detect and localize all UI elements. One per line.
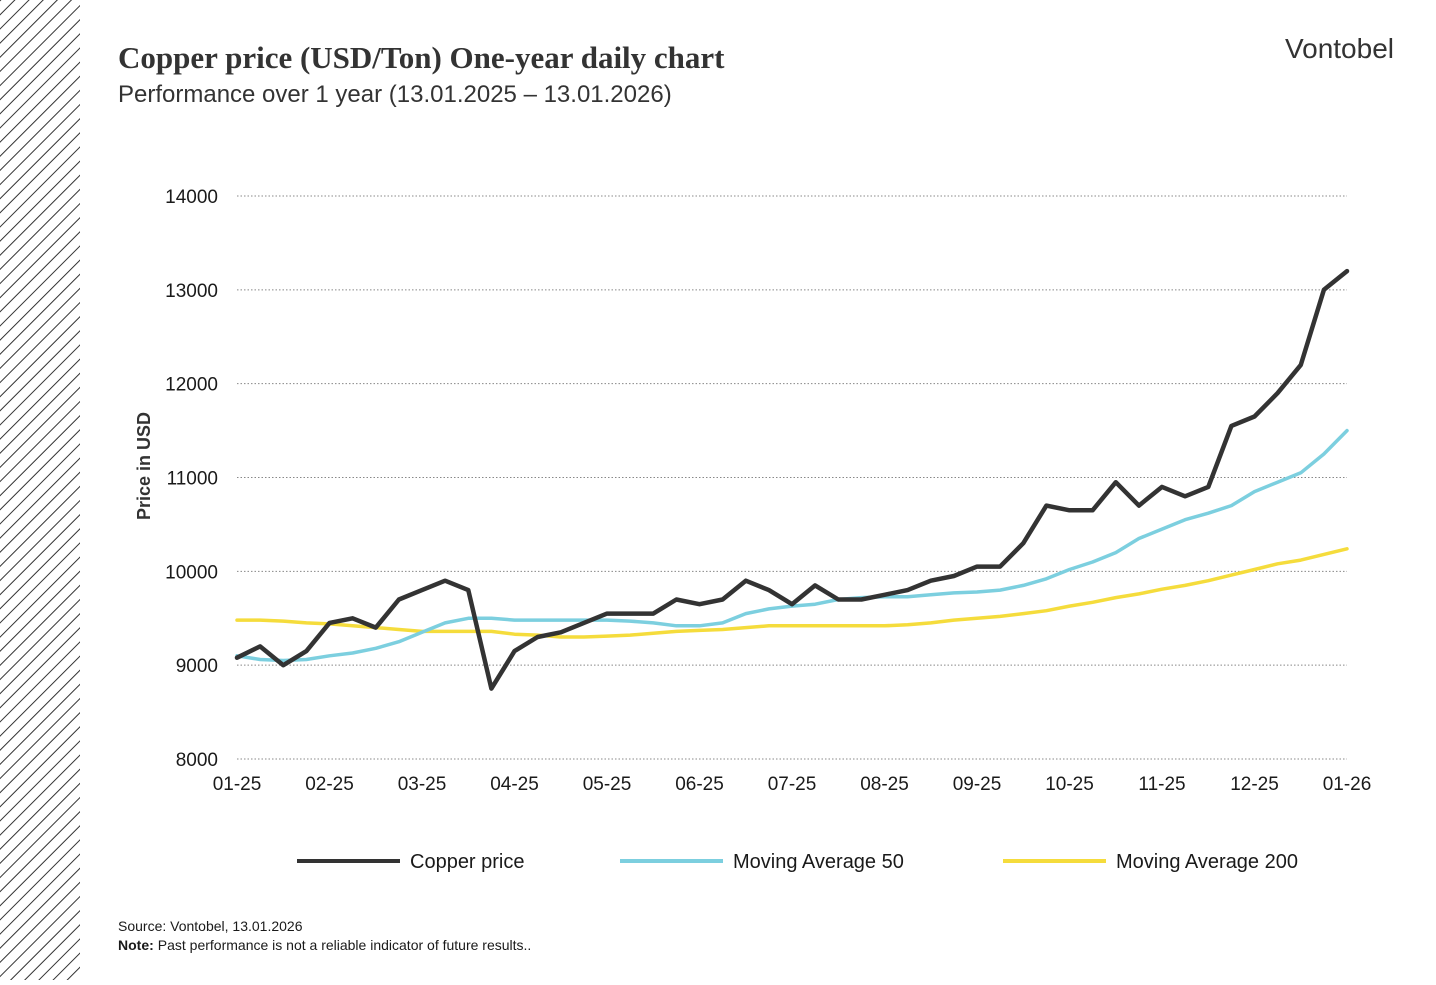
chart-title: Copper price (USD/Ton) One-year daily ch… bbox=[118, 40, 725, 75]
x-tick-label: 07-25 bbox=[768, 774, 817, 795]
y-tick-label: 8000 bbox=[176, 750, 218, 771]
note: Note: Past performance is not a reliable … bbox=[118, 937, 531, 953]
hatched-stripe bbox=[0, 0, 80, 980]
note-label: Note: bbox=[118, 937, 154, 953]
x-tick-label: 06-25 bbox=[675, 774, 724, 795]
legend-label: Moving Average 200 bbox=[1116, 851, 1298, 873]
x-tick-label: 02-25 bbox=[305, 774, 354, 795]
y-tick-label: 12000 bbox=[165, 375, 218, 396]
x-tick-label: 10-25 bbox=[1045, 774, 1094, 795]
brand-logo: Vontobel bbox=[1285, 33, 1394, 64]
y-axis-label: Price in USD bbox=[134, 412, 154, 520]
x-tick-label: 03-25 bbox=[398, 774, 447, 795]
x-tick-label: 11-25 bbox=[1138, 774, 1185, 795]
y-tick-label: 9000 bbox=[176, 656, 218, 677]
x-tick-label: 01-26 bbox=[1323, 774, 1372, 795]
chart-subtitle: Performance over 1 year (13.01.2025 – 13… bbox=[118, 81, 672, 108]
x-tick-label: 09-25 bbox=[953, 774, 1002, 795]
y-tick-label: 14000 bbox=[165, 187, 218, 208]
legend-label: Copper price bbox=[410, 851, 525, 873]
x-tick-label: 01-25 bbox=[213, 774, 262, 795]
note-text: Past performance is not a reliable indic… bbox=[158, 937, 532, 953]
y-tick-label: 11000 bbox=[167, 469, 218, 490]
x-tick-label: 05-25 bbox=[583, 774, 632, 795]
legend-label: Moving Average 50 bbox=[733, 851, 904, 873]
x-tick-label: 12-25 bbox=[1230, 774, 1279, 795]
plot: 8000 9000 10000 11000 12000 13000 14000 01-25 02… bbox=[165, 187, 1371, 873]
series-line bbox=[235, 547, 1349, 639]
y-tick-label: 10000 bbox=[165, 562, 218, 583]
source: Source: Vontobel, 13.01.2026 bbox=[118, 918, 303, 934]
series-line bbox=[234, 268, 1350, 691]
x-tick-label: 08-25 bbox=[860, 774, 909, 795]
y-tick-label: 13000 bbox=[165, 281, 218, 302]
x-tick-label: 04-25 bbox=[490, 774, 539, 795]
